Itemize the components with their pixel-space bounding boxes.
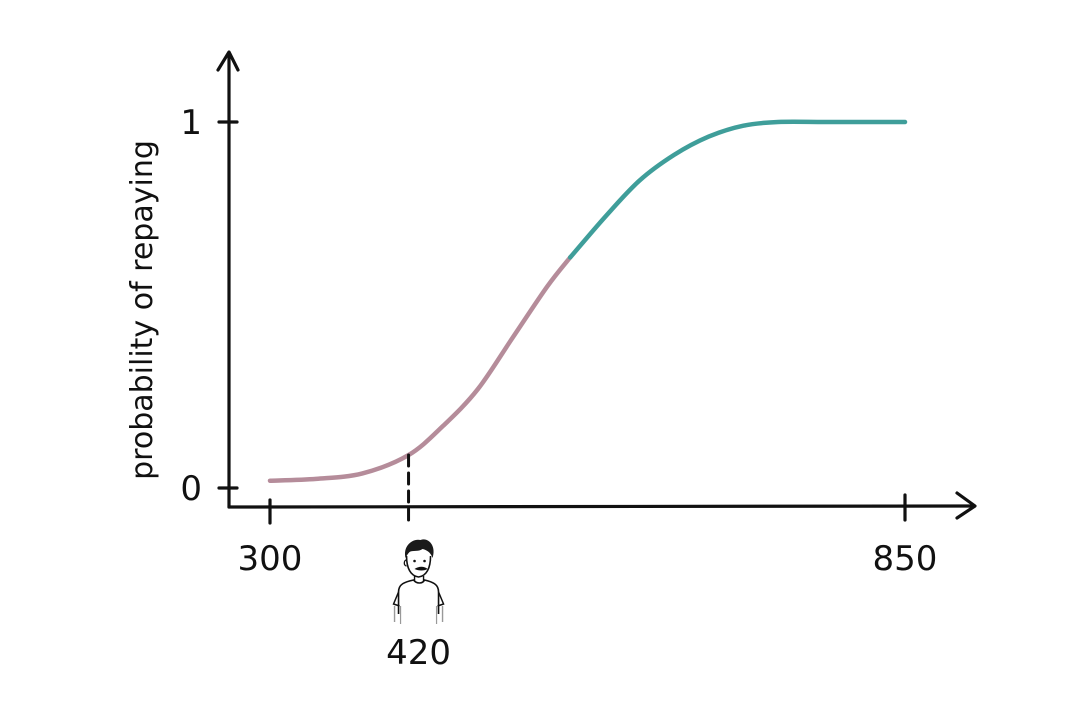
y-axis-label: probability of repaying [125,140,160,480]
y-tick-0-label: 0 [180,469,202,509]
series-curve-low [267,255,573,483]
marker-label-420: 420 [386,633,451,673]
y-axis-arrow [216,50,240,72]
y-axis [227,53,231,509]
series-curve-high [567,119,908,260]
x-tick-300-label: 300 [238,539,303,579]
person-icon [392,539,445,624]
x-axis [227,504,974,509]
x-axis-arrow [955,491,977,520]
y-tick-1-label: 1 [180,103,202,143]
x-tick-850-label: 850 [873,539,938,579]
